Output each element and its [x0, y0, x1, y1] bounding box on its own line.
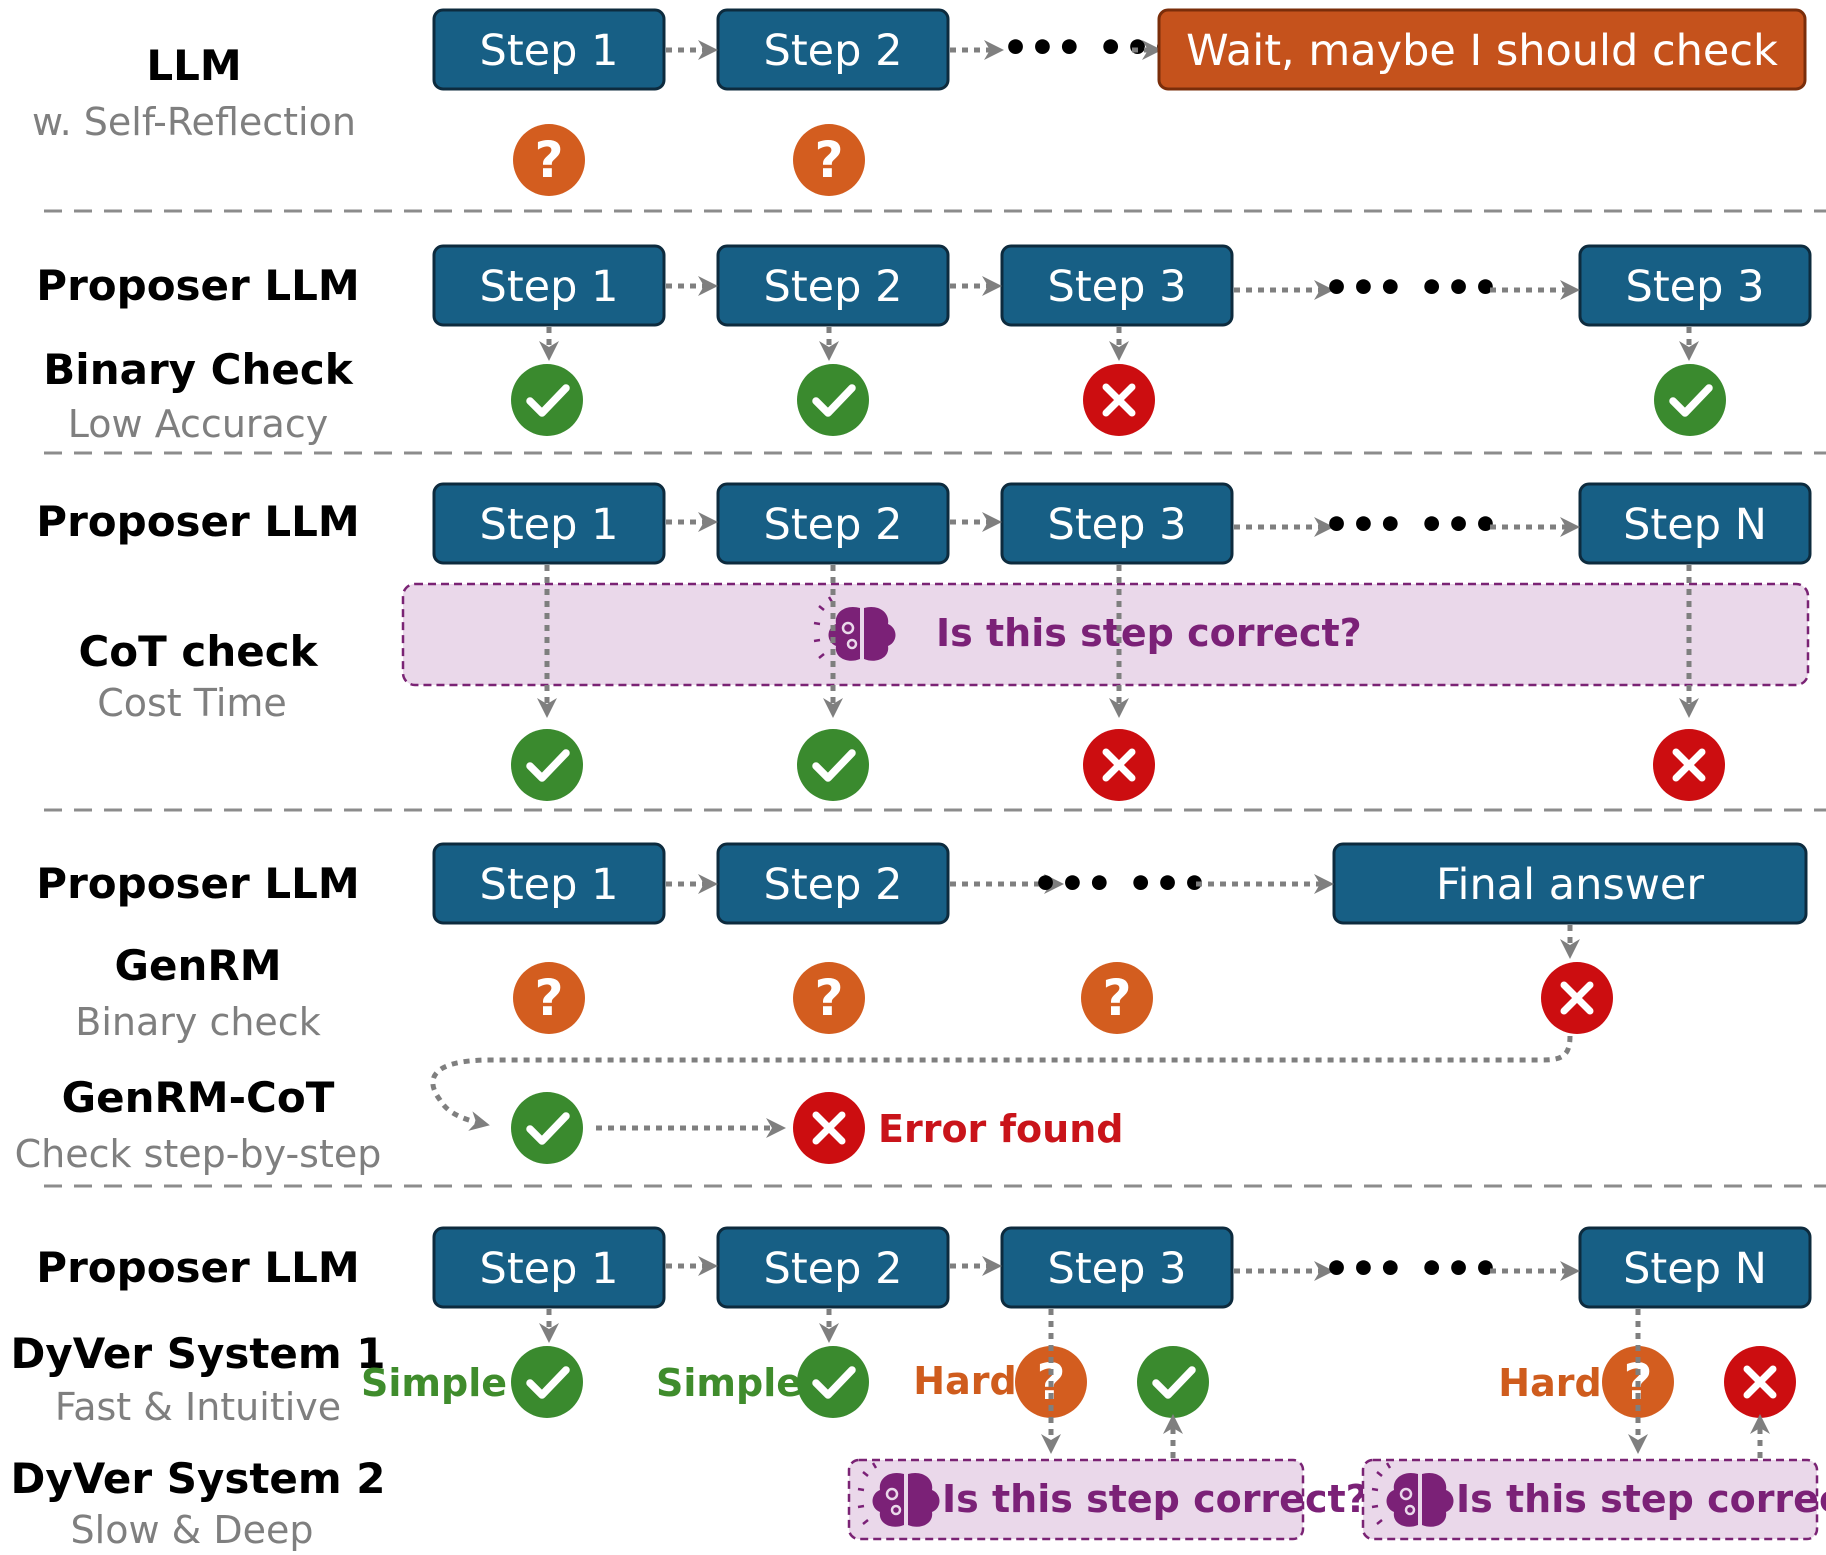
row4-cot-title: GenRM-CoT [62, 1073, 335, 1122]
row4-cot-check [511, 1092, 583, 1164]
row4-step-1: Step 1 [432, 842, 666, 925]
row3-thinking-bubble: Is this step correct? [401, 582, 1810, 687]
svg-text:Step 3: Step 3 [1048, 1244, 1187, 1294]
row2-step-1: Step 1 [432, 244, 666, 327]
row2-check-1 [511, 364, 583, 436]
row2-cross-3 [1083, 364, 1155, 436]
row2-check-4 [1654, 364, 1726, 436]
row3-step-n: Step N [1578, 482, 1812, 565]
svg-text:Step N: Step N [1623, 500, 1767, 550]
row5-bubble-text-1: Is this step correct? [942, 1477, 1368, 1521]
row2-step-3: Step 3 [1000, 244, 1234, 327]
row4-step-2: Step 2 [716, 842, 950, 925]
row4-cot-cross [793, 1092, 865, 1164]
row5-step-1: Step 1 [432, 1226, 666, 1309]
row5-ellipsis: ••• ••• [1323, 1244, 1499, 1293]
row5-thinking-bubble-1: Is this step correct? [847, 1458, 1368, 1541]
wait-box: Wait, maybe I should check [1157, 8, 1807, 91]
row5-bubble-text-2: Is this step correct? [1456, 1477, 1826, 1521]
row4-cross-final [1541, 962, 1613, 1034]
row3-cross-4 [1653, 729, 1725, 801]
row3-cross-3 [1083, 729, 1155, 801]
svg-text:Step 2: Step 2 [764, 500, 903, 550]
row4-proposer: Proposer LLM [36, 859, 359, 908]
svg-text:Step 2: Step 2 [764, 860, 903, 910]
row5-hard-label-1: Hard [913, 1359, 1016, 1403]
row2-step-last: Step 3 [1578, 244, 1812, 327]
row5-cross-n [1724, 1346, 1796, 1418]
row2-checker-sub: Low Accuracy [68, 402, 328, 446]
svg-text:Final answer: Final answer [1436, 860, 1704, 910]
row2-checker: Binary Check [43, 345, 353, 394]
row3-proposer: Proposer LLM [36, 497, 359, 546]
svg-text:Wait, maybe I should check: Wait, maybe I should check [1186, 26, 1778, 76]
row3-ellipsis: ••• ••• [1323, 500, 1499, 549]
row4-ellipsis: ••• ••• [1032, 859, 1208, 908]
row5-hard-label-2: Hard [1498, 1361, 1601, 1405]
row4-cot-sub: Check step-by-step [15, 1132, 382, 1176]
row3-checker-sub: Cost Time [97, 681, 287, 725]
row2-step-2: Step 2 [716, 244, 950, 327]
row3-bubble-text: Is this step correct? [936, 611, 1362, 655]
row5-system2: DyVer System 2 [10, 1454, 385, 1503]
row4-loop-arrow [430, 1035, 1573, 1131]
row5-step-3: Step 3 [1000, 1226, 1234, 1309]
row5-system2-sub: Slow & Deep [71, 1508, 314, 1552]
row5-check-1 [511, 1346, 583, 1418]
row5-check-3 [1137, 1346, 1209, 1418]
row3-step-3: Step 3 [1000, 482, 1234, 565]
row1-subtitle: w. Self-Reflection [32, 100, 356, 144]
row3-checker: CoT check [78, 627, 318, 676]
row5-thinking-bubble-2: Is this step correct? [1361, 1458, 1826, 1541]
row3-check-2 [797, 729, 869, 801]
svg-text:Step 1: Step 1 [480, 1244, 619, 1294]
row1-question-2 [793, 124, 865, 196]
error-found-label: Error found [878, 1107, 1123, 1151]
row1-step-1: Step 1 [432, 8, 666, 91]
svg-text:Step 1: Step 1 [480, 262, 619, 312]
row3-check-1 [511, 729, 583, 801]
svg-text:Step 1: Step 1 [480, 860, 619, 910]
row5-system1-sub: Fast & Intuitive [55, 1385, 341, 1429]
row2-check-2 [797, 364, 869, 436]
row4-checker-sub: Binary check [75, 1000, 320, 1044]
row4-final-answer: Final answer [1332, 842, 1808, 925]
svg-text:Step 3: Step 3 [1048, 500, 1187, 550]
row1-ellipsis: ••• ••• [1002, 23, 1178, 72]
row4-question-2 [793, 962, 865, 1034]
svg-text:Step 3: Step 3 [1626, 262, 1765, 312]
row2-proposer: Proposer LLM [36, 261, 359, 310]
row5-simple-label-2: Simple [656, 1361, 802, 1405]
row5-system1: DyVer System 1 [10, 1329, 385, 1378]
row4-question-3 [1081, 962, 1153, 1034]
row1-title: LLM [146, 41, 241, 90]
row5-check-2 [797, 1346, 869, 1418]
row3-step-1: Step 1 [432, 482, 666, 565]
svg-text:Step 2: Step 2 [764, 26, 903, 76]
svg-text:Step 1: Step 1 [480, 26, 619, 76]
row2-ellipsis: ••• ••• [1323, 263, 1499, 312]
row3-step-2: Step 2 [716, 482, 950, 565]
row5-proposer: Proposer LLM [36, 1243, 359, 1292]
svg-text:Step 3: Step 3 [1048, 262, 1187, 312]
svg-text:Step 2: Step 2 [764, 262, 903, 312]
row1-question-1 [513, 124, 585, 196]
svg-text:Step 2: Step 2 [764, 1244, 903, 1294]
row5-step-2: Step 2 [716, 1226, 950, 1309]
row1-step-2: Step 2 [716, 8, 950, 91]
row5-step-n: Step N [1578, 1226, 1812, 1309]
row5-simple-label-1: Simple [361, 1361, 507, 1405]
svg-text:Step N: Step N [1623, 1244, 1767, 1294]
row4-checker: GenRM [115, 941, 282, 990]
row4-question-1 [513, 962, 585, 1034]
svg-text:Step 1: Step 1 [480, 500, 619, 550]
